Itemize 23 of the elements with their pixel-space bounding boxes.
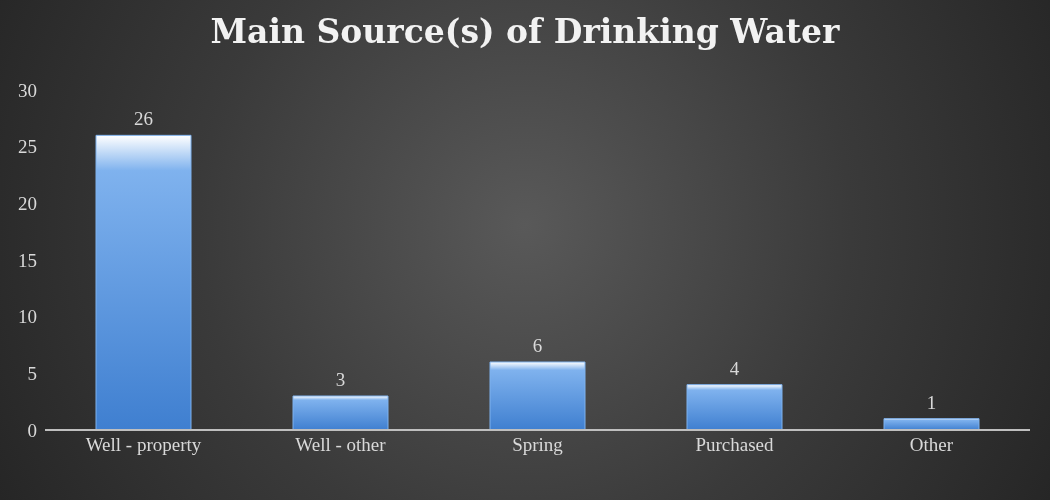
y-tick-label: 15 bbox=[18, 249, 37, 271]
x-tick-label: Other bbox=[909, 434, 954, 456]
data-label: 4 bbox=[729, 357, 740, 379]
x-tick-label: Spring bbox=[512, 434, 564, 456]
data-label: 26 bbox=[134, 108, 153, 130]
y-tick-label: 10 bbox=[18, 306, 37, 328]
y-tick-label: 30 bbox=[18, 79, 37, 101]
x-tick-label: Well - other bbox=[295, 434, 387, 456]
data-label: 6 bbox=[532, 335, 543, 356]
bar bbox=[883, 418, 980, 430]
y-tick-label: 25 bbox=[18, 136, 37, 158]
bar bbox=[292, 395, 389, 430]
bar bbox=[95, 134, 192, 430]
data-label: 3 bbox=[335, 369, 346, 390]
y-tick-label: 0 bbox=[27, 419, 37, 441]
bar bbox=[489, 361, 586, 430]
x-tick-label: Purchased bbox=[695, 434, 775, 456]
y-tick-label: 5 bbox=[27, 363, 37, 385]
chart-title: Main Source(s) of Drinking Water bbox=[209, 12, 841, 51]
bar bbox=[686, 384, 783, 430]
x-tick-label: Well - property bbox=[85, 434, 202, 456]
data-label: 1 bbox=[926, 391, 937, 413]
y-tick-label: 20 bbox=[18, 193, 37, 215]
